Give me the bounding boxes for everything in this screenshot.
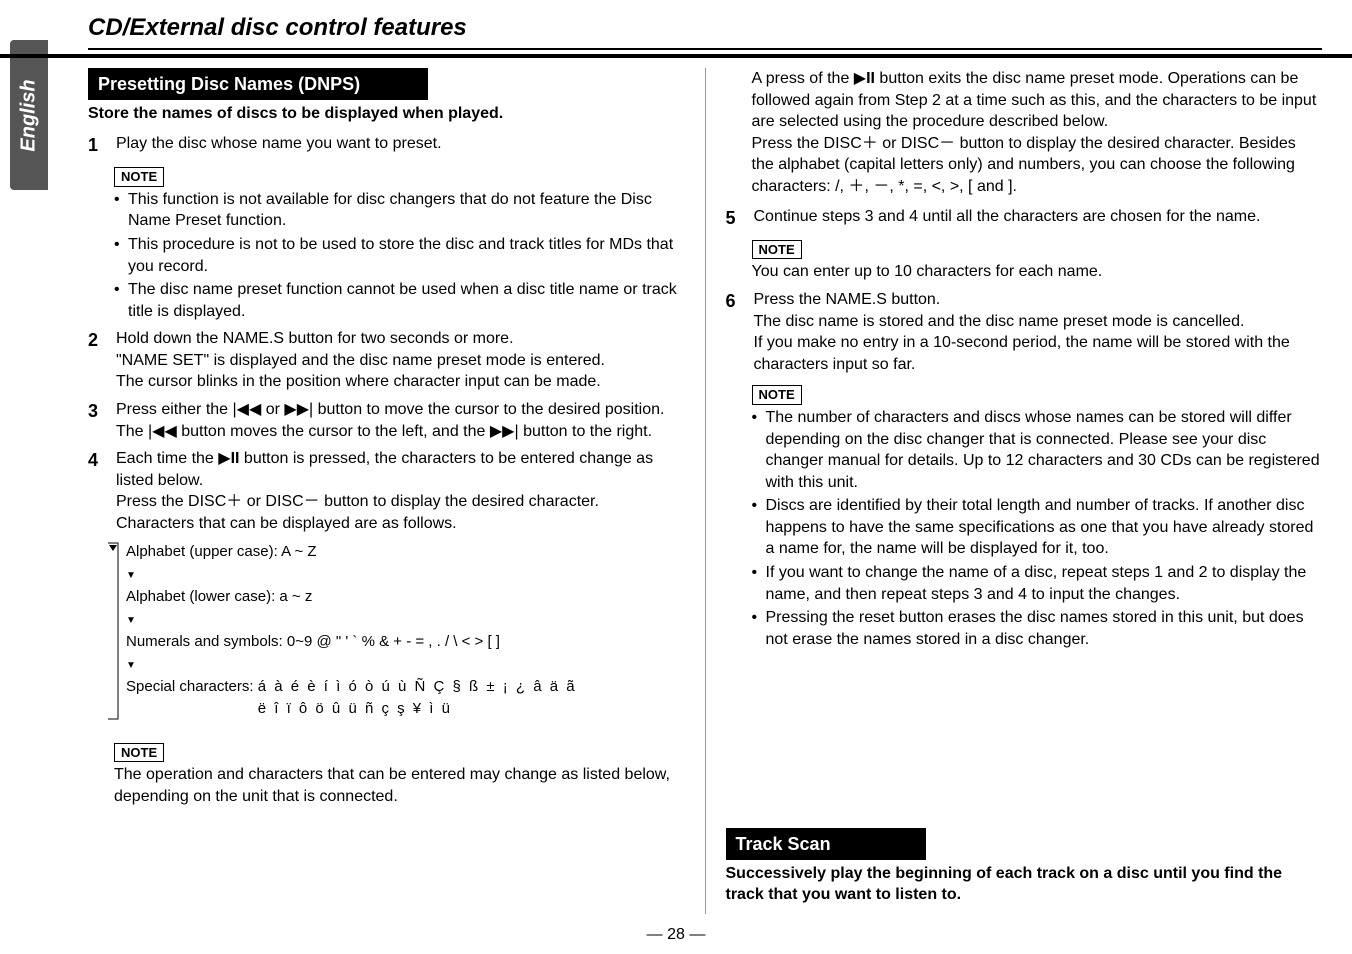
text: Press either the [116,401,233,418]
step-6: 6 Press the NAME.S button. The disc name… [726,289,1323,375]
text: Hold down the NAME.S button for two seco… [116,330,514,347]
text: button to display the desired character. [320,493,599,510]
step-num: 3 [88,399,106,442]
note-label: NOTE [752,240,802,260]
section-title-trackscan: Track Scan [726,828,926,860]
text: button to move the cursor to the desired… [313,401,664,418]
page-number: — 28 — [0,926,1352,944]
language-tab: English [10,40,48,190]
arrow-down-icon [126,563,685,586]
step-body: Continue steps 3 and 4 until all the cha… [754,206,1323,230]
note-text: The operation and characters that can be… [114,764,685,807]
step-num: 1 [88,133,106,157]
arrow-down-icon [126,653,685,676]
minus-icon: － [939,133,955,155]
charset-row: Alphabet (lower case): a ~ z [126,586,685,609]
playpause-icon: ▶II [854,68,875,90]
note-label: NOTE [114,743,164,763]
note-item: Pressing the reset button erases the dis… [766,607,1323,650]
note-text: You can enter up to 10 characters for ea… [752,261,1323,283]
note-label: NOTE [752,385,802,405]
playpause-icon: ▶II [218,448,239,470]
step-body: Each time the ▶II button is pressed, the… [116,448,685,534]
text: The [116,423,148,440]
content-columns: Presetting Disc Names (DNPS) Store the n… [88,68,1322,914]
minus-icon: － [304,491,320,513]
text: , [864,178,873,195]
note-list: This function is not available for disc … [114,189,685,323]
text: , *, =, <, >, [ and ]. [889,178,1017,195]
charset-row: Special characters: á à é è í ì ó ò ú ù … [126,676,685,721]
note-item: This procedure is not to be used to stor… [128,234,685,277]
right-column: A press of the ▶II button exits the disc… [726,68,1323,914]
text: Special characters: [126,678,254,695]
plus-icon: ＋ [226,491,242,513]
text: or DISC [878,135,939,152]
continuation-text: A press of the ▶II button exits the disc… [752,68,1323,198]
text: The cursor blinks in the position where … [116,373,601,390]
prev-icon: |◀◀ [148,421,177,443]
charset-row: Alphabet (upper case): A ~ Z [126,541,685,564]
charset-row: Numerals and symbols: 0~9 @ " ' ` % & + … [126,631,685,654]
text: Press the NAME.S button. [754,291,941,308]
arrow-down-icon [126,608,685,631]
text: or DISC [242,493,303,510]
column-separator [705,68,706,914]
text: Characters that can be displayed are as … [116,515,457,532]
plus-icon: ＋ [862,133,878,155]
text: or [261,401,284,418]
text: If you make no entry in a 10-second peri… [754,334,1290,373]
step-5: 5 Continue steps 3 and 4 until all the c… [726,206,1323,230]
step-body: Press either the |◀◀ or ▶▶| button to mo… [116,399,685,442]
section-desc-dnps: Store the names of discs to be displayed… [88,103,685,125]
note-item: This function is not available for disc … [128,189,685,232]
text: A press of the [752,70,854,87]
note-label: NOTE [114,167,164,187]
note-list: The number of characters and discs whose… [752,407,1323,651]
note-item: The disc name preset function cannot be … [128,279,685,322]
text: The disc name is stored and the disc nam… [754,313,1245,330]
prev-icon: |◀◀ [233,399,262,421]
note-item: Discs are identified by their total leng… [766,495,1323,560]
note-item: The number of characters and discs whose… [766,407,1323,493]
plus-icon: ＋ [848,176,864,198]
character-ladder: Alphabet (upper case): A ~ Z Alphabet (l… [114,541,685,721]
text: Press the DISC [116,493,226,510]
note-item: If you want to change the name of a disc… [766,562,1323,605]
step-2: 2 Hold down the NAME.S button for two se… [88,328,685,393]
step-num: 5 [726,206,744,230]
step-body: Press the NAME.S button. The disc name i… [754,289,1323,375]
minus-icon: － [873,176,889,198]
section-title-dnps: Presetting Disc Names (DNPS) [88,68,428,100]
language-label: English [18,79,41,151]
text: button to the right. [519,423,652,440]
step-num: 2 [88,328,106,393]
step-1: 1 Play the disc whose name you want to p… [88,133,685,157]
header-rule [0,54,1352,58]
step-num: 6 [726,289,744,375]
section-desc-trackscan: Successively play the beginning of each … [726,863,1323,906]
step-num: 4 [88,448,106,534]
step-body: Hold down the NAME.S button for two seco… [116,328,685,393]
text: button moves the cursor to the left, and… [177,423,490,440]
step-3: 3 Press either the |◀◀ or ▶▶| button to … [88,399,685,442]
left-column: Presetting Disc Names (DNPS) Store the n… [88,68,685,914]
next-icon: ▶▶| [490,421,519,443]
page-header: CD/External disc control features [88,14,1322,50]
next-icon: ▶▶| [284,399,313,421]
special-chars: ë î ï ô ö û ü ñ ç ş ¥ ì ü [258,700,452,717]
text: Press the DISC [752,135,862,152]
step-body: Play the disc whose name you want to pre… [116,133,685,157]
text: "NAME SET" is displayed and the disc nam… [116,352,605,369]
ladder-arrows-icon [106,541,120,721]
step-4: 4 Each time the ▶II button is pressed, t… [88,448,685,534]
header-title: CD/External disc control features [88,14,1322,42]
special-chars: á à é è í ì ó ò ú ù Ñ Ç § ß ± ¡ ¿ â ä ã [258,678,577,695]
text: Each time the [116,450,218,467]
